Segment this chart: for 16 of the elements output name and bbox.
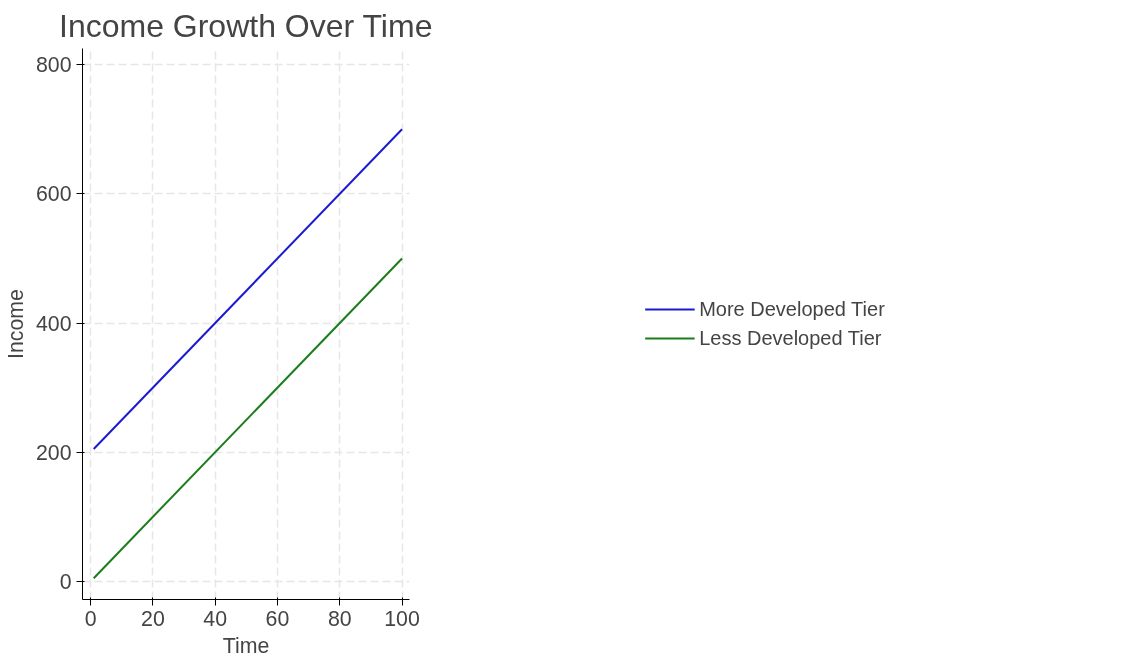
- x-tick-label: 100: [384, 606, 420, 631]
- x-tick-label: 80: [327, 606, 352, 631]
- y-tick-label: 400: [35, 311, 72, 336]
- x-tick-label: 0: [84, 606, 97, 631]
- x-tick-label: 60: [265, 606, 290, 631]
- x-axis-title: Time: [222, 633, 270, 658]
- legend-label: More Developed Tier: [699, 297, 885, 321]
- y-tick-label: 200: [35, 440, 72, 465]
- x-tick-label: 20: [141, 606, 165, 631]
- chart-title: Income Growth Over Time: [58, 7, 433, 44]
- y-tick-label: 600: [35, 182, 72, 207]
- y-tick-label: 0: [59, 569, 72, 594]
- y-tick-label: 800: [35, 53, 72, 78]
- x-tick-label: 40: [203, 606, 228, 631]
- y-axis-title: Income: [3, 289, 28, 359]
- legend-label: Less Developed Tier: [699, 326, 882, 350]
